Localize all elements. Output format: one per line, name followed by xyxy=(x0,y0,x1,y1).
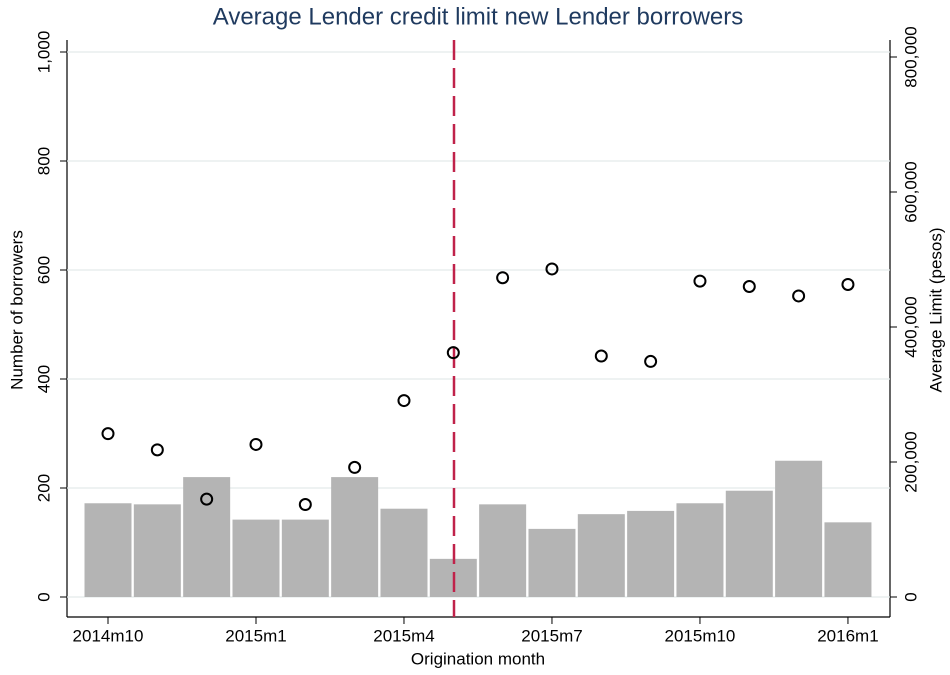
y-tick-label: 1,000 xyxy=(34,31,53,74)
bar xyxy=(775,460,823,597)
y2-tick-label: 200,000 xyxy=(901,431,920,492)
point xyxy=(200,492,214,506)
x-tick-label: 2016m1 xyxy=(817,626,878,645)
bar xyxy=(676,503,724,597)
point xyxy=(693,274,707,288)
bar xyxy=(380,508,428,597)
bar xyxy=(528,528,576,597)
x-axis-title: Origination month xyxy=(411,649,545,668)
chart-title: Average Lender credit limit new Lender b… xyxy=(213,3,744,30)
bar xyxy=(479,504,527,597)
point xyxy=(150,443,164,457)
y-tick-label: 200 xyxy=(34,474,53,502)
y2-axis-title: Average Limit (pesos) xyxy=(926,227,945,392)
y-tick-label: 800 xyxy=(34,147,53,175)
point xyxy=(446,346,460,360)
point xyxy=(792,289,806,303)
point xyxy=(298,498,312,512)
y2-tick-label: 0 xyxy=(901,592,920,601)
bar xyxy=(84,503,132,597)
y-tick-label: 0 xyxy=(34,592,53,601)
bar xyxy=(824,522,872,597)
bar xyxy=(232,519,280,597)
point xyxy=(742,280,756,293)
x-tick-label: 2015m4 xyxy=(373,626,434,645)
bar xyxy=(133,504,181,597)
x-tick-label: 2015m1 xyxy=(225,626,286,645)
point xyxy=(348,460,362,474)
y-axis-title: Number of borrowers xyxy=(7,230,26,390)
bar xyxy=(331,477,379,597)
bar xyxy=(725,490,773,597)
bar xyxy=(281,519,329,597)
point xyxy=(644,354,658,368)
y2-tick-label: 600,000 xyxy=(901,161,920,222)
point xyxy=(101,427,115,441)
bar xyxy=(183,477,231,597)
bar xyxy=(627,510,675,597)
y-tick-label: 600 xyxy=(34,256,53,284)
point xyxy=(397,394,411,408)
point xyxy=(841,277,855,291)
x-tick-label: 2015m7 xyxy=(521,626,582,645)
point xyxy=(496,271,510,285)
x-tick-label: 2015m10 xyxy=(665,626,736,645)
bar xyxy=(577,514,625,597)
point xyxy=(545,262,559,276)
y2-tick-label: 400,000 xyxy=(901,296,920,357)
y2-tick-label: 800,000 xyxy=(901,26,920,87)
point xyxy=(594,349,608,363)
y-tick-label: 400 xyxy=(34,365,53,393)
point xyxy=(249,437,263,451)
x-tick-label: 2014m10 xyxy=(73,626,144,645)
